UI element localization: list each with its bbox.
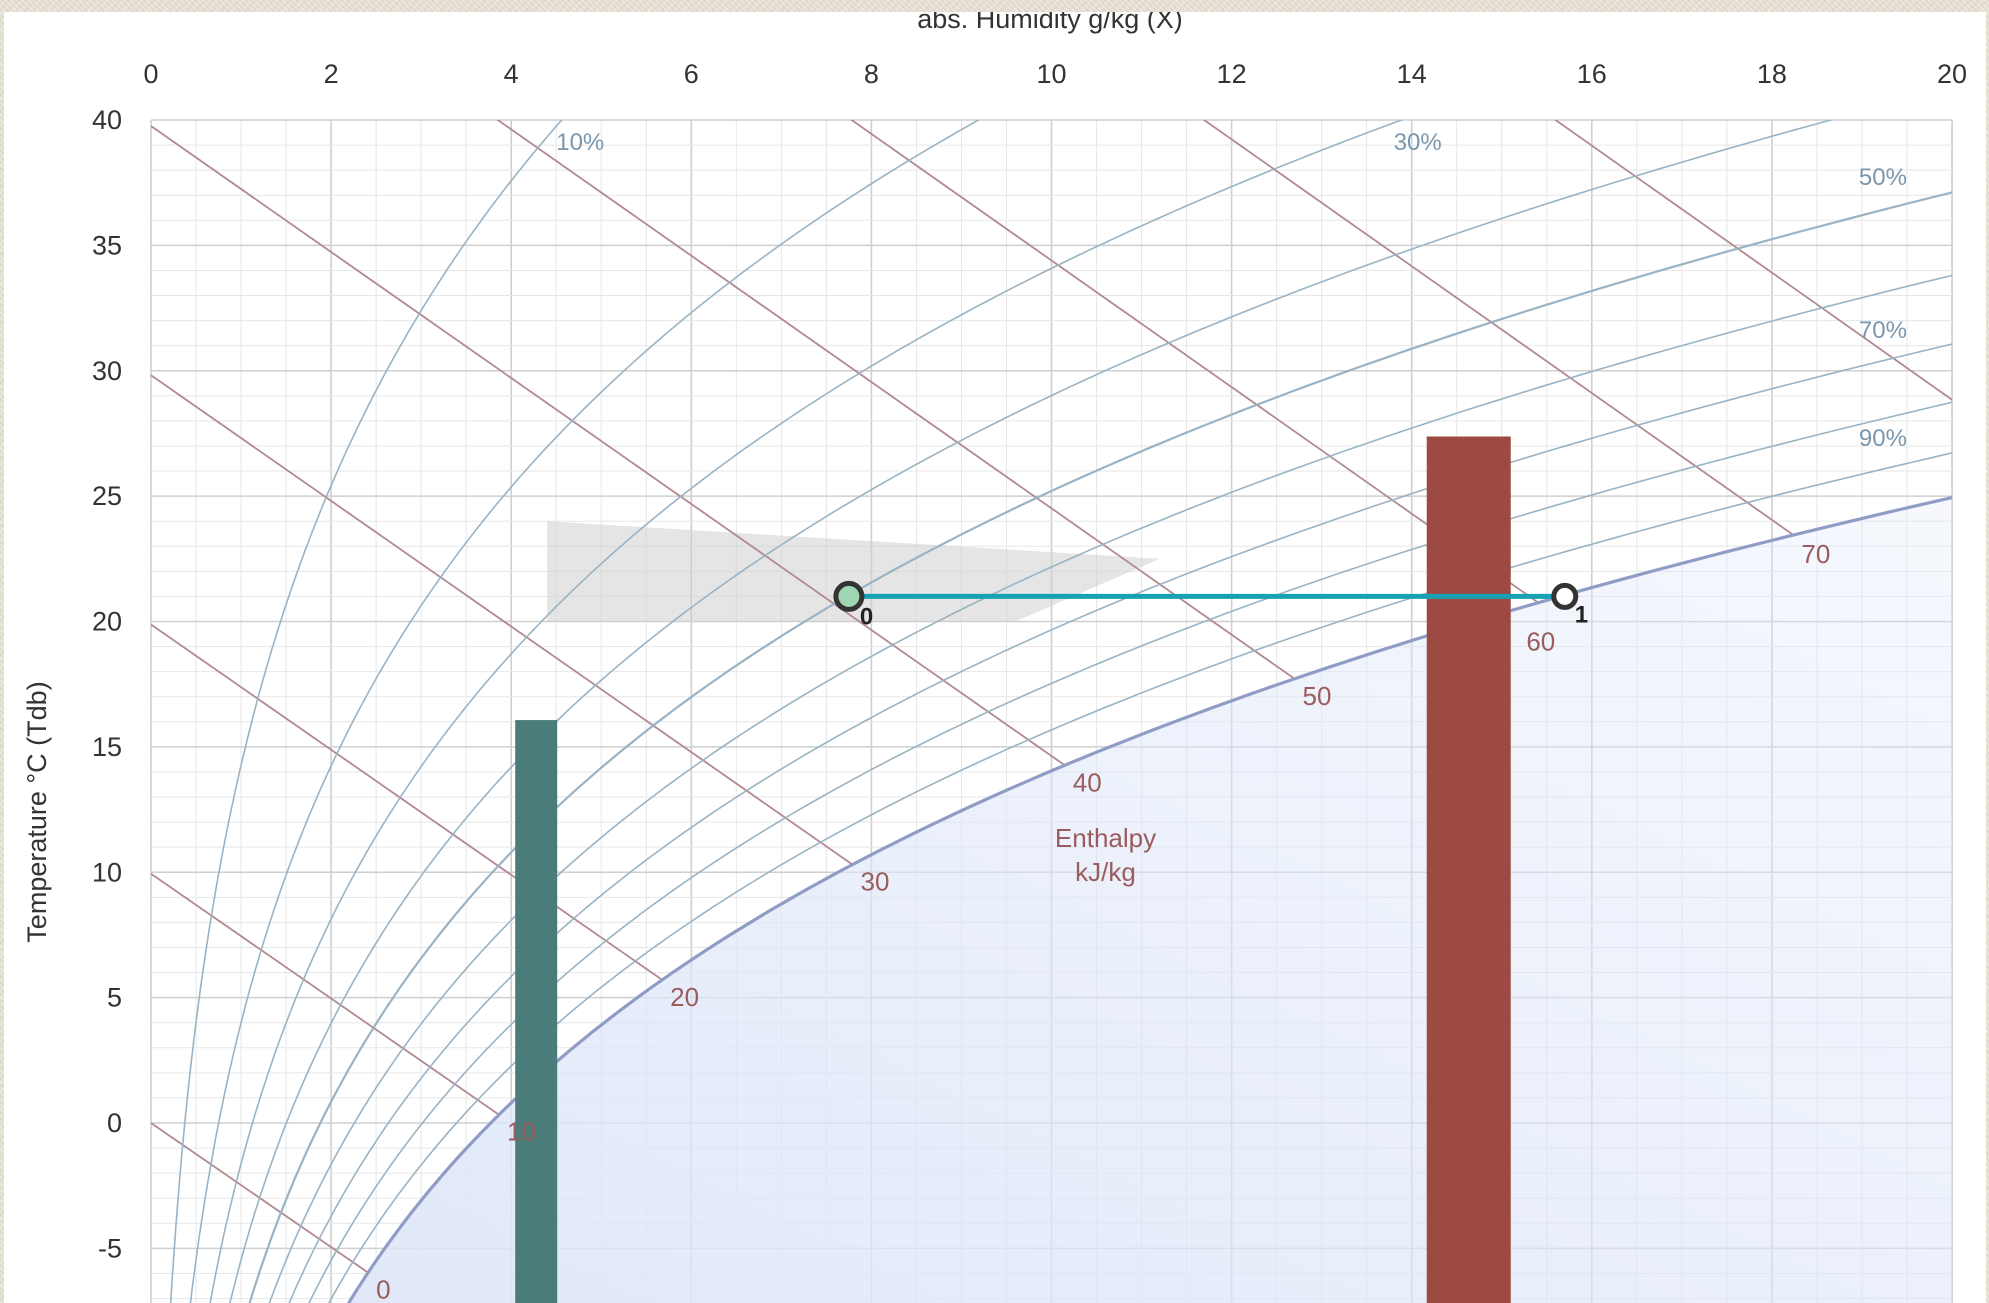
- bars: [515, 436, 1511, 1303]
- x-tick-label: 14: [1397, 59, 1427, 89]
- process-point-0: [833, 580, 865, 612]
- enthalpy-label: 0: [376, 1275, 390, 1303]
- rh-label: 30%: [1394, 129, 1442, 156]
- process-point-label: 0: [860, 603, 873, 630]
- rh-label: 70%: [1859, 317, 1907, 344]
- enthalpy-label: 30: [860, 867, 889, 897]
- x-tick-label: 4: [504, 59, 519, 89]
- enthalpy-line-40: [150, 125, 1066, 766]
- rh-curve-30: [209, 120, 1404, 1303]
- enthalpy-line-30: [150, 374, 854, 866]
- enthalpy-title: Enthalpy: [1055, 823, 1156, 853]
- enthalpy-label: 50: [1303, 681, 1332, 711]
- x-axis-title: abs. Humidity g/kg (X): [917, 12, 1183, 34]
- y-tick-label: 35: [92, 230, 122, 260]
- y-tick-label: 20: [92, 607, 122, 637]
- saturation-region: [348, 497, 1952, 1303]
- enthalpy-line-20: [150, 623, 663, 981]
- curve-labels: 10% 30%50%70%90%010203040506070EnthalpykJ…: [376, 129, 1907, 1303]
- enthalpy-label: 60: [1526, 627, 1555, 657]
- enthalpy-lines: [150, 120, 1952, 1274]
- y-tick-label: -5: [98, 1233, 122, 1263]
- y-tick-label: 15: [92, 732, 122, 762]
- rh-curve-10: [169, 120, 563, 1303]
- enthalpy-line-60: [850, 120, 1539, 604]
- y-tick-label: 40: [92, 105, 122, 135]
- process-point-1: [1551, 582, 1579, 610]
- y-tick-label: 10: [92, 857, 122, 887]
- enthalpy-label: 70: [1801, 539, 1830, 569]
- enthalpy-label: 20: [670, 982, 699, 1012]
- y-tick-label: 5: [107, 983, 122, 1013]
- x-tick-label: 10: [1036, 59, 1066, 89]
- rh-label: 50%: [1859, 164, 1907, 191]
- y-tick-label: 25: [92, 481, 122, 511]
- process-point-label: 1: [1575, 601, 1588, 628]
- enthalpy-title: kJ/kg: [1075, 857, 1136, 887]
- y-axis-title: Temperature °C (Tdb): [22, 681, 52, 942]
- x-tick-label: 12: [1217, 59, 1247, 89]
- x-tick-label: 18: [1757, 59, 1787, 89]
- rh-curve-20: [189, 120, 981, 1303]
- x-tick-label: 16: [1577, 59, 1607, 89]
- rh-curve-50: [248, 191, 1952, 1303]
- rh-curve-60: [268, 274, 1952, 1303]
- enthalpy-line-80: [1553, 120, 1952, 401]
- x-tick-label: 20: [1937, 59, 1967, 89]
- x-tick-label: 6: [684, 59, 699, 89]
- y-tick-label: 30: [92, 356, 122, 386]
- x-tick-label: 8: [864, 59, 879, 89]
- saturation-fill: [348, 497, 1952, 1303]
- rh-curve-40: [229, 120, 1834, 1303]
- enthalpy-line-10: [150, 873, 500, 1116]
- rh-label: 90%: [1859, 425, 1907, 452]
- y-tick-label: 0: [107, 1108, 122, 1138]
- bar-0: [515, 720, 558, 1303]
- enthalpy-line-70: [1202, 120, 1794, 536]
- axes: abs. Humidity g/kg (X) Temperature °C (T…: [22, 12, 1967, 1263]
- rh-curve-70: [288, 343, 1952, 1303]
- bar-1: [1426, 436, 1511, 1303]
- enthalpy-line-50: [496, 120, 1296, 680]
- x-tick-label: 2: [324, 59, 339, 89]
- enthalpy-label: 10: [507, 1117, 536, 1147]
- x-tick-label: 0: [143, 59, 158, 89]
- rh-label: 10%: [556, 129, 604, 156]
- enthalpy-label: 40: [1073, 767, 1102, 797]
